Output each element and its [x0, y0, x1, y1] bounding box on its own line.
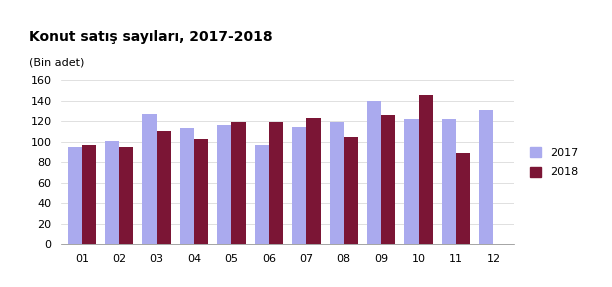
Bar	[329, 122, 344, 244]
Text: Konut satış sayıları, 2017-2018: Konut satış sayıları, 2017-2018	[29, 30, 273, 44]
Bar	[292, 127, 307, 244]
Bar	[381, 115, 395, 244]
Bar	[479, 110, 493, 244]
Legend: 2017, 2018: 2017, 2018	[524, 141, 583, 183]
Bar	[307, 118, 321, 244]
Bar	[269, 122, 283, 244]
Bar	[157, 131, 171, 244]
Text: (Bin adet): (Bin adet)	[29, 57, 85, 67]
Bar	[82, 145, 96, 244]
Bar	[344, 137, 358, 244]
Bar	[143, 114, 157, 244]
Bar	[255, 145, 269, 244]
Bar	[194, 139, 208, 244]
Bar	[105, 141, 119, 244]
Bar	[442, 119, 456, 244]
Bar	[456, 153, 470, 244]
Bar	[67, 147, 82, 244]
Bar	[217, 125, 231, 244]
Bar	[180, 128, 194, 244]
Bar	[405, 119, 419, 244]
Bar	[231, 122, 246, 244]
Bar	[419, 95, 433, 244]
Bar	[119, 147, 133, 244]
Bar	[367, 101, 381, 244]
